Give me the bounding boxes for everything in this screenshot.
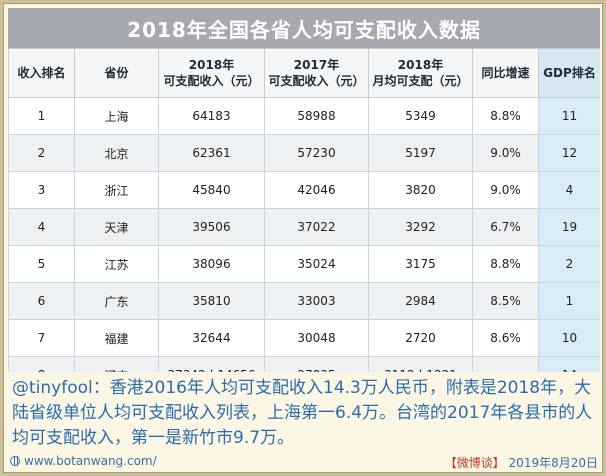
post-caption: @tinyfool：香港2016年人均可支配收入14.3万人民币，附表是2018… <box>12 378 593 448</box>
cell-gdp-rank: 19 <box>538 208 600 246</box>
header-province: 省份 <box>74 48 159 98</box>
cell-growth: 8.6% <box>472 319 539 357</box>
cell-income-2018: 38096 <box>158 245 265 283</box>
cell-province: 江苏 <box>74 245 159 283</box>
source-tag: 【微博谈】 <box>444 456 505 470</box>
table-row: 7 福建 32644 30048 2720 8.6% 10 <box>8 319 600 357</box>
table-row: 6 广东 35810 33003 2984 8.5% 1 <box>8 282 600 320</box>
header-monthly-2018: 2018年 月均可支配（元） <box>368 48 473 98</box>
cell-income-2017: 42046 <box>264 171 369 209</box>
cell-monthly: 2984 <box>368 282 473 320</box>
cell-rank: 5 <box>8 245 75 283</box>
post-card: 2018年全国各省人均可支配收入数据 收入排名 省份 2018年 可支配收入（元）… <box>3 3 603 473</box>
globe-icon <box>10 456 20 466</box>
cell-income-2018: 64183 <box>158 97 265 135</box>
site-link[interactable]: www.botanwang.com/ <box>24 454 157 468</box>
cell-income-2018: 62361 <box>158 134 265 172</box>
table-row: 4 天津 39506 37022 3292 6.7% 19 <box>8 208 600 246</box>
cell-gdp-rank: 11 <box>538 97 600 135</box>
cell-gdp-rank: 12 <box>538 134 600 172</box>
header-income-2017: 2017年 可支配收入（元） <box>264 48 369 98</box>
table-row: 5 江苏 38096 35024 3175 8.8% 2 <box>8 245 600 283</box>
header-rank: 收入排名 <box>8 48 75 98</box>
cell-monthly: 5349 <box>368 97 473 135</box>
post-date: 2019年8月20日 <box>508 456 598 470</box>
cell-growth: 8.8% <box>472 97 539 135</box>
cell-province: 浙江 <box>74 171 159 209</box>
cell-gdp-rank: 10 <box>538 319 600 357</box>
cell-income-2018: 45840 <box>158 171 265 209</box>
cell-growth: 9.0% <box>472 134 539 172</box>
cell-monthly: 5197 <box>368 134 473 172</box>
table-row: 1 上海 64183 58988 5349 8.8% 11 <box>8 97 600 135</box>
cell-province: 北京 <box>74 134 159 172</box>
cell-gdp-rank: 14 <box>538 356 600 372</box>
cell-rank: 1 <box>8 97 75 135</box>
table-header-row: 收入排名 省份 2018年 可支配收入（元） 2017年 可支配收入（元） 2018… <box>8 48 600 98</box>
table-title: 2018年全国各省人均可支配收入数据 <box>8 8 600 48</box>
post-footer: www.botanwang.com/ 【微博谈】 2019年8月20日 <box>10 454 598 470</box>
table-row: 8 辽宁 37342 | 14656 27835 3112 | 1221 - 1… <box>8 356 600 372</box>
cell-province: 广东 <box>74 282 159 320</box>
income-table: 收入排名 省份 2018年 可支配收入（元） 2017年 可支配收入（元） 2018… <box>8 48 600 372</box>
cell-growth: 6.7% <box>472 208 539 246</box>
cell-income-2017: 58988 <box>264 97 369 135</box>
cell-growth: 8.5% <box>472 282 539 320</box>
cell-province: 上海 <box>74 97 159 135</box>
cell-province: 辽宁 <box>74 356 159 372</box>
cell-rank: 8 <box>8 356 75 372</box>
table-row: 3 浙江 45840 42046 3820 9.0% 4 <box>8 171 600 209</box>
cell-income-2017: 57230 <box>264 134 369 172</box>
cell-growth: 9.0% <box>472 171 539 209</box>
header-gdp-rank: GDP排名 <box>538 48 600 98</box>
cell-monthly: 3112 | 1221 <box>368 356 473 372</box>
table-row: 2 北京 62361 57230 5197 9.0% 12 <box>8 134 600 172</box>
income-table-image: 2018年全国各省人均可支配收入数据 收入排名 省份 2018年 可支配收入（元）… <box>8 8 600 372</box>
cell-province: 福建 <box>74 319 159 357</box>
cell-income-2018: 37342 | 14656 <box>158 356 265 372</box>
cell-rank: 2 <box>8 134 75 172</box>
cell-monthly: 3175 <box>368 245 473 283</box>
cell-monthly: 3292 <box>368 208 473 246</box>
cell-growth: - <box>472 356 539 372</box>
cell-income-2018: 39506 <box>158 208 265 246</box>
cell-rank: 3 <box>8 171 75 209</box>
cell-growth: 8.8% <box>472 245 539 283</box>
header-growth: 同比增速 <box>472 48 539 98</box>
cell-income-2018: 35810 <box>158 282 265 320</box>
cell-gdp-rank: 2 <box>538 245 600 283</box>
cell-income-2018: 32644 <box>158 319 265 357</box>
cell-province: 天津 <box>74 208 159 246</box>
cell-rank: 6 <box>8 282 75 320</box>
cell-income-2017: 30048 <box>264 319 369 357</box>
cell-income-2017: 35024 <box>264 245 369 283</box>
cell-income-2017: 33003 <box>264 282 369 320</box>
cell-income-2017: 37022 <box>264 208 369 246</box>
cell-monthly: 3820 <box>368 171 473 209</box>
cell-rank: 4 <box>8 208 75 246</box>
cell-gdp-rank: 4 <box>538 171 600 209</box>
cell-gdp-rank: 1 <box>538 282 600 320</box>
cell-income-2017: 27835 <box>264 356 369 372</box>
header-income-2018: 2018年 可支配收入（元） <box>158 48 265 98</box>
cell-rank: 7 <box>8 319 75 357</box>
cell-monthly: 2720 <box>368 319 473 357</box>
